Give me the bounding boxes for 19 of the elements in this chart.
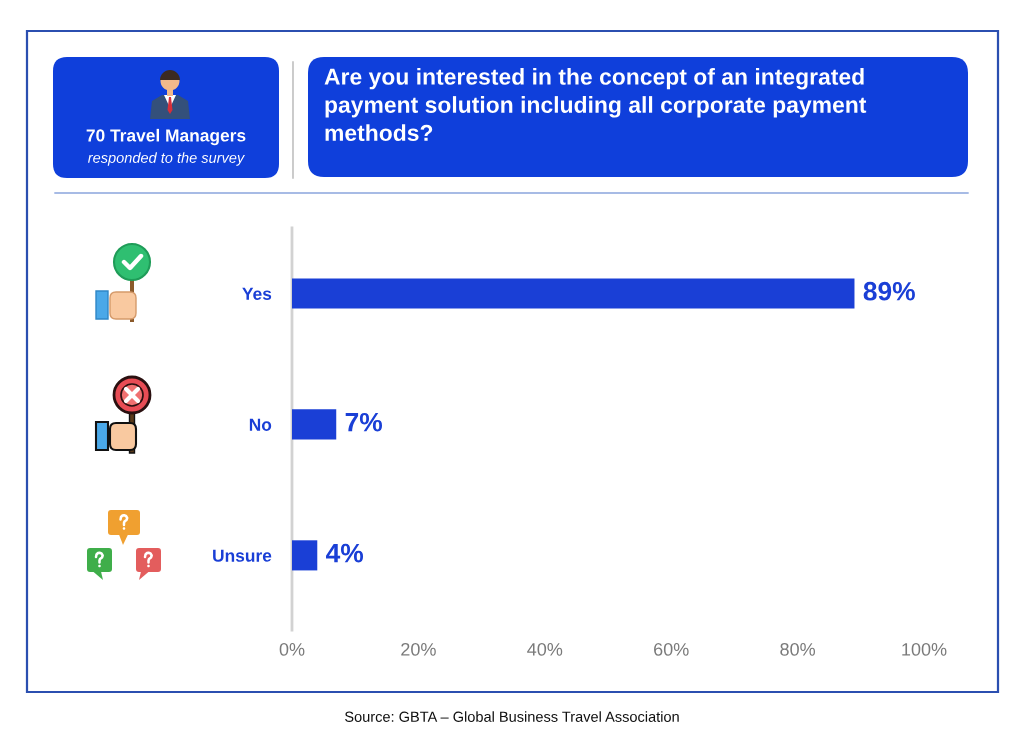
y-tick-label: Yes [242,287,272,300]
text: 70 Travel Managers [86,128,246,146]
bar [292,278,855,309]
data-label: 7% [345,412,383,432]
data-label: 4% [326,543,364,563]
bar [292,409,337,440]
data-label: 89% [863,281,915,301]
x-tick-label: 60% [654,642,689,656]
y-tick-label: Unsure [213,549,272,562]
x-tick-label: 100% [902,642,947,656]
chart-title: Are you interested in the concept of an integrated payment solution including all corporate payment methods? [324,68,867,142]
y-tick-label: No [249,418,272,431]
x-tick-label: 20% [401,642,436,656]
text: responded to the survey [88,152,245,166]
x-tick-label: 40% [527,642,563,656]
bar [292,540,318,571]
x-tick-label: 80% [780,642,816,656]
x-tick-label: 0% [279,642,305,656]
source-note: Source: GBTA – Global Business Travel Association [345,711,679,722]
